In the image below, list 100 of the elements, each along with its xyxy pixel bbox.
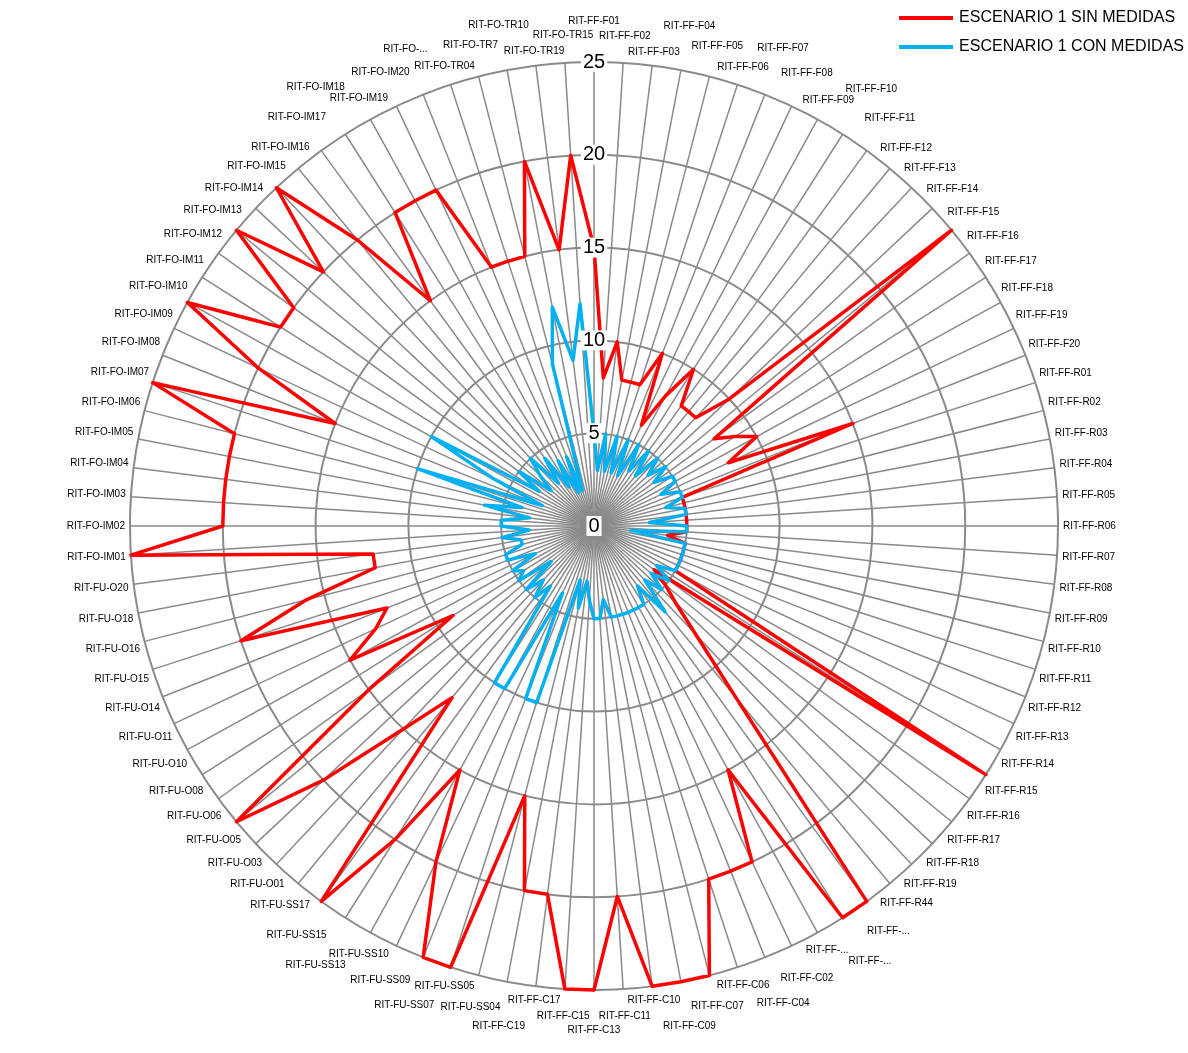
spoke-label: RIT-FF-F20 [1028,337,1081,349]
spoke-label: RIT-FU-O16 [85,643,141,655]
spoke-label: RIT-FF-R44 [879,897,934,909]
spoke-label: RIT-FF-R08 [1059,581,1113,593]
spoke-label: RIT-FU-SS10 [328,947,390,959]
spoke-label: RIT-FF-R13 [1015,730,1069,742]
spoke-label: RIT-FF-R05 [1062,488,1116,500]
spoke-label: RIT-FF-F16 [967,229,1020,241]
spoke-label: RIT-FO-IM13 [183,204,243,216]
spoke-label: RIT-FF-... [848,954,892,966]
spoke-label: RIT-FF-F10 [845,82,898,94]
legend-label: ESCENARIO 1 CON MEDIDAS [959,37,1185,55]
spoke-label: RIT-FF-C09 [663,1020,717,1032]
spoke-label: RIT-FF-F11 [864,112,916,124]
spoke-label: RIT-FO-IM12 [163,228,223,240]
spoke-label: RIT-FF-C02 [780,972,834,984]
spoke-label: RIT-FF-F14 [926,183,979,195]
y-tick-label: 25 [582,49,606,72]
spoke-label: RIT-FU-O14 [105,702,161,714]
spoke-label: RIT-FO-IM06 [81,395,141,407]
spoke-label: RIT-FF-R10 [1047,643,1102,655]
spoke-label: RIT-FU-O20 [73,582,129,593]
spoke-label: RIT-FO-TR04 [414,59,476,71]
legend-label: ESCENARIO 1 SIN MEDIDAS [959,8,1176,26]
spoke-label: RIT-FO-IM05 [74,426,134,438]
spoke-label: RIT-FF-F13 [904,162,957,174]
spoke-label: RIT-FF-R15 [984,784,1039,796]
spoke-label: RIT-FF-C04 [756,997,810,1009]
spoke-label: RIT-FU-O18 [78,612,134,624]
spoke-label: RIT-FF-R04 [1059,457,1113,469]
spoke-label: RIT-FU-O03 [207,856,263,868]
spoke-label: RIT-FO-IM14 [204,181,264,193]
spoke-label: RIT-FO-IM16 [251,140,311,152]
spoke-label: RIT-FF-F09 [802,93,855,105]
spoke-label: RIT-FO-IM18 [286,81,346,93]
spoke-label: RIT-FF-F05 [691,39,744,51]
spoke-label: RIT-FF-R01 [1039,366,1093,378]
spoke-label: RIT-FF-R18 [926,856,980,868]
spoke-label: RIT-FF-F12 [880,142,933,154]
spoke-label: RIT-FF-C19 [472,1020,526,1032]
spoke-label: RIT-FO-TR19 [503,45,565,57]
spoke-label: RIT-FF-F02 [599,29,652,41]
spoke-label: RIT-FO-IM08 [101,336,161,348]
spoke-label: RIT-FU-O01 [230,878,286,890]
spoke-label: RIT-FO-... [383,43,428,55]
spoke-label: RIT-FO-TR10 [468,18,530,30]
spoke-label: RIT-FU-SS13 [285,958,346,970]
spoke-label: RIT-FU-SS07 [374,998,435,1010]
spoke-label: RIT-FF-R19 [903,877,957,889]
spoke-label: RIT-FO-IM04 [70,457,129,469]
spoke-label: RIT-FU-O11 [118,730,173,742]
spoke-label: RIT-FU-SS05 [414,979,476,991]
spoke-label: RIT-FF-R12 [1028,702,1082,714]
spoke-label: RIT-FF-C17 [507,993,561,1005]
spoke-label: RIT-FF-R09 [1054,612,1108,624]
spoke-label: RIT-FU-SS04 [440,1000,501,1012]
spoke-label: RIT-FO-IM07 [90,365,150,377]
spoke-label: RIT-FU-SS17 [250,899,311,911]
spoke-label: RIT-FF-R17 [947,833,1001,845]
spoke-label: RIT-FF-C07 [690,1000,745,1012]
y-tick-label: 5 [588,420,600,443]
spoke-label: RIT-FF-... [805,943,849,955]
spoke-label: RIT-FF-F01 [568,15,621,27]
spoke-label: RIT-FO-IM01 [67,551,127,563]
spoke-label: RIT-FF-... [867,925,910,937]
y-tick-label: 20 [582,142,606,165]
spoke-label: RIT-FO-IM09 [114,307,174,319]
spoke-label: RIT-FF-C11 [598,1009,652,1021]
spoke-label: RIT-FF-R07 [1062,550,1116,562]
spoke-label: RIT-FF-F06 [717,61,770,73]
spoke-label: RIT-FF-F03 [628,45,681,57]
spoke-label: RIT-FO-IM15 [227,160,287,172]
spoke-label: RIT-FF-R11 [1039,672,1092,684]
spoke-label: RIT-FU-SS15 [266,929,327,941]
spoke-label: RIT-FF-F15 [947,205,1000,217]
y-tick-label: 15 [582,235,606,258]
spoke-label: RIT-FF-C06 [716,978,770,990]
spoke-label: RIT-FF-R14 [1001,758,1055,770]
spoke-label: RIT-FF-F18 [1001,281,1054,293]
spoke-label: RIT-FO-IM17 [267,110,327,122]
spoke-label: RIT-FU-O10 [132,758,188,770]
spoke-label: RIT-FF-C10 [627,993,681,1005]
spoke-label: RIT-FF-R03 [1054,426,1108,438]
spoke-label: RIT-FF-R02 [1047,396,1102,408]
spoke-label: RIT-FO-IM19 [329,92,389,104]
spoke-label: RIT-FU-O05 [186,834,242,846]
spoke-label: RIT-FU-O15 [94,673,150,685]
spoke-label: RIT-FF-F19 [1015,309,1068,321]
spoke-label: RIT-FF-F08 [781,67,834,79]
spoke-label: RIT-FU-SS09 [350,973,411,985]
spoke-label: RIT-FO-IM20 [351,66,411,78]
spoke-label: RIT-FF-F04 [663,19,716,31]
spoke-label: RIT-FF-R06 [1063,519,1117,531]
spoke-label: RIT-FO-IM11 [146,253,205,265]
spoke-label: RIT-FF-C13 [567,1024,621,1036]
spoke-label: RIT-FO-TR7 [443,39,499,51]
spoke-label: RIT-FF-R16 [966,809,1021,821]
spoke-label: RIT-FU-O06 [166,810,222,822]
spoke-label: RIT-FU-O08 [148,784,204,796]
spoke-label: RIT-FF-F17 [985,255,1038,267]
